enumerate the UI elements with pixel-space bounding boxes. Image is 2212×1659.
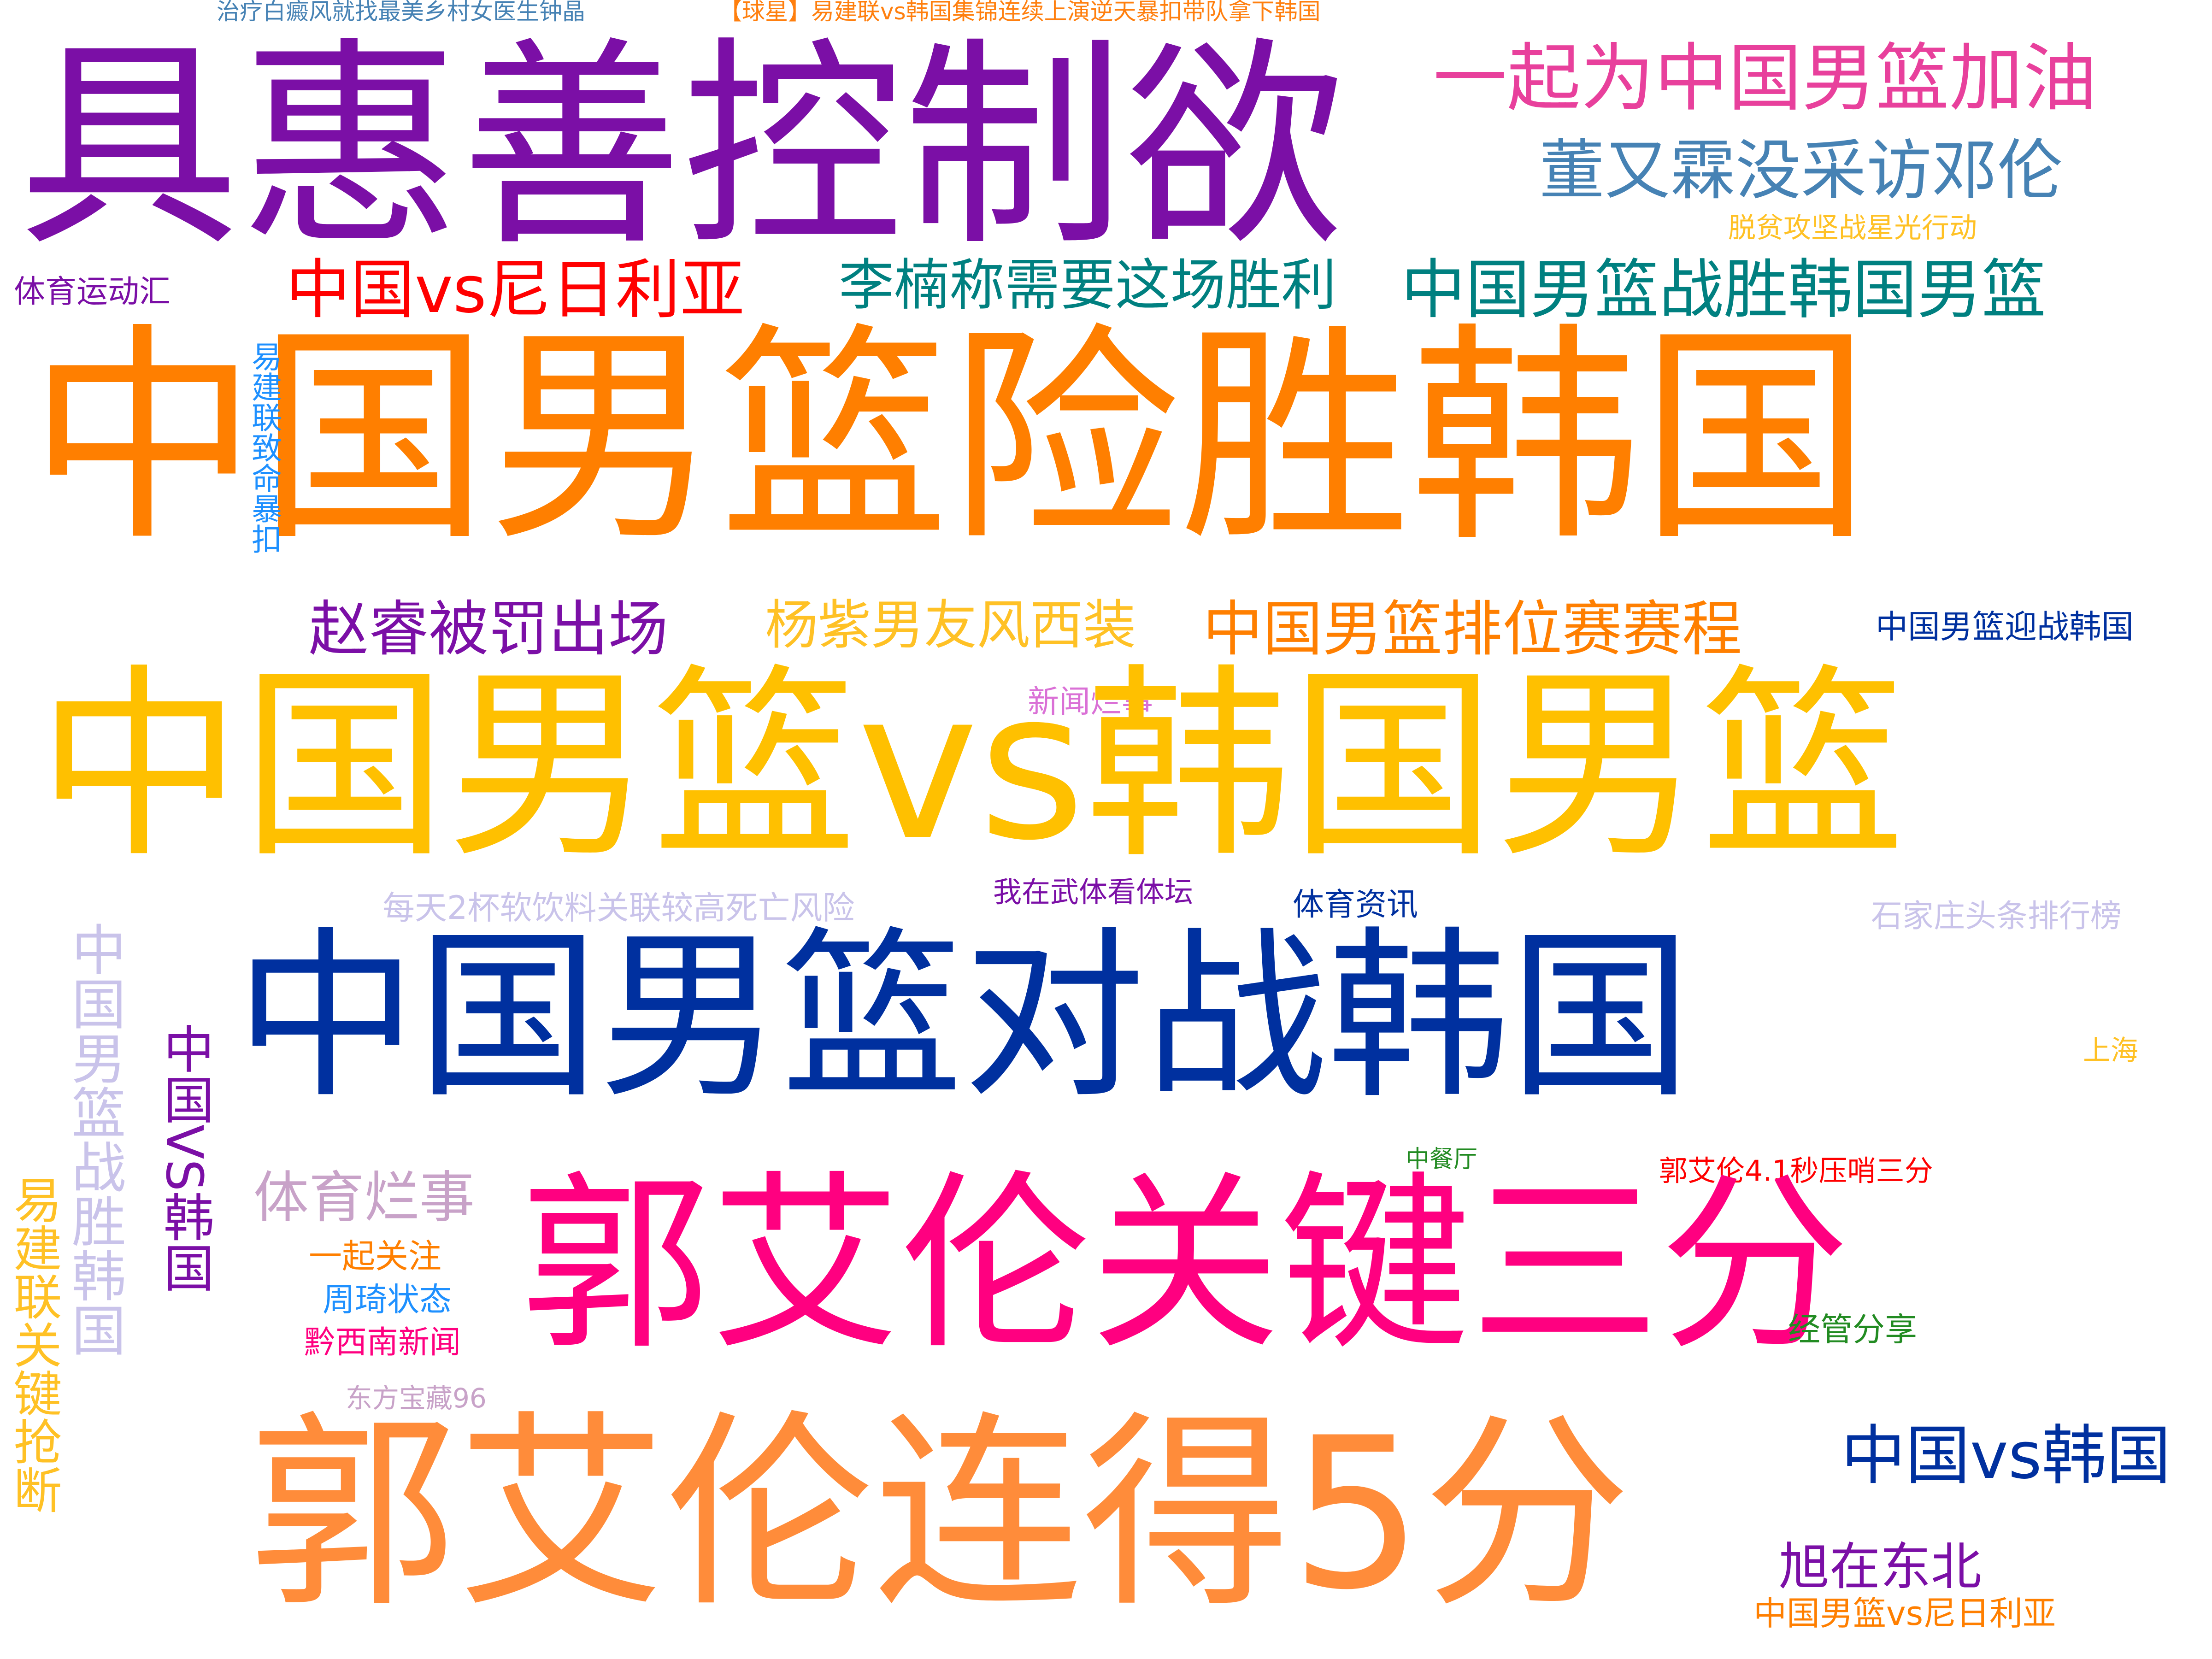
word-cloud-term: 治疗白癜风就找最美乡村女医生钟晶 bbox=[217, 0, 585, 25]
word-cloud-term: 黔西南新闻 bbox=[304, 1324, 461, 1361]
word-cloud-term: 东方宝藏96 bbox=[346, 1382, 487, 1414]
word-cloud-term: 中国vs尼日利亚 bbox=[286, 253, 745, 328]
word-cloud-term: 赵睿被罚出场 bbox=[309, 594, 669, 664]
word-cloud-term: 杨紫男友风西装 bbox=[765, 594, 1136, 656]
word-cloud-term: 体育资讯 bbox=[1293, 887, 1418, 923]
word-cloud-term: 中国男篮战胜韩国 bbox=[62, 922, 126, 1357]
word-cloud-term: 中国男篮迎战韩国 bbox=[1876, 608, 2134, 646]
word-cloud-term: 【球星】易建联vs韩国集锦连续上演逆天暴扣带队拿下韩国 bbox=[719, 0, 1321, 25]
word-cloud-term: 董又霖没采访邓伦 bbox=[1539, 133, 2063, 209]
word-cloud-term: 中国vs韩国 bbox=[1841, 1418, 2171, 1494]
word-cloud-term: 中餐厅 bbox=[1406, 1146, 1478, 1173]
word-cloud-term: 经管分享 bbox=[1788, 1311, 1917, 1348]
word-cloud-term: 一起关注 bbox=[309, 1237, 442, 1276]
word-cloud-term: 新闻烂事 bbox=[1028, 684, 1153, 720]
word-cloud-term: 郭艾伦连得5分 bbox=[249, 1393, 1631, 1635]
word-cloud-term: 石家庄头条排行榜 bbox=[1871, 898, 2122, 935]
word-cloud-term: 易建联关键抢断 bbox=[6, 1175, 62, 1514]
word-cloud-term: 中国男篮排位赛赛程 bbox=[1203, 594, 1742, 664]
word-cloud-term: 郭艾伦4.1秒压哨三分 bbox=[1659, 1154, 1933, 1188]
word-cloud-term: 我在武体看体坛 bbox=[993, 875, 1194, 909]
word-cloud-term: 中国VS韩国 bbox=[155, 1023, 214, 1293]
word-cloud-term: 中国男篮对战韩国 bbox=[235, 911, 1691, 1123]
word-cloud-term: 中国男篮vs尼日利亚 bbox=[1753, 1594, 2056, 1633]
word-cloud-term: 中国男篮vs韩国男篮 bbox=[37, 647, 1906, 885]
word-cloud-term: 体育烂事 bbox=[253, 1166, 475, 1230]
word-cloud-term: 上海 bbox=[2083, 1035, 2138, 1067]
word-cloud-term: 每天2杯软饮料关联较高死亡风险 bbox=[382, 889, 855, 927]
word-cloud-term: 脱贫攻坚战星光行动 bbox=[1728, 212, 1977, 244]
word-cloud-term: 周琦状态 bbox=[323, 1281, 452, 1318]
word-cloud-term: 中国男篮战胜韩国男篮 bbox=[1401, 253, 2047, 328]
word-cloud-term: 旭在东北 bbox=[1779, 1537, 1982, 1596]
word-cloud-term: 易建联致命暴扣 bbox=[247, 341, 282, 554]
word-cloud-term: 李楠称需要这场胜利 bbox=[839, 253, 1336, 318]
word-cloud-term: 体育运动汇 bbox=[14, 274, 171, 310]
word-cloud-term: 中国男篮险胜韩国 bbox=[28, 304, 1871, 572]
word-cloud-term: 郭艾伦关键三分 bbox=[521, 1155, 1850, 1376]
word-cloud-term: 一起为中国男篮加油 bbox=[1433, 35, 2097, 121]
word-cloud-term: 具惠善控制欲 bbox=[18, 18, 1346, 276]
